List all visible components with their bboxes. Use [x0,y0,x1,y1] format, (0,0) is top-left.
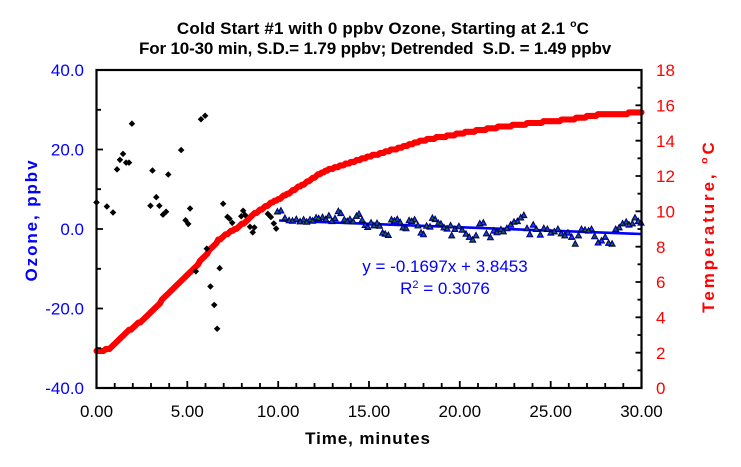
svg-text:8: 8 [656,238,665,257]
svg-text:10.00: 10.00 [257,402,300,421]
svg-text:Cold Start #1 with 0 ppbv Ozon: Cold Start #1 with 0 ppbv Ozone, Startin… [177,18,589,38]
svg-text:25.00: 25.00 [529,402,572,421]
svg-text:R2 = 0.3076: R2 = 0.3076 [400,279,490,298]
svg-text:0: 0 [656,379,665,398]
svg-text:2: 2 [656,344,665,363]
svg-text:Ozone, ppbv: Ozone, ppbv [22,159,41,282]
svg-text:y = -0.1697x + 3.8453: y = -0.1697x + 3.8453 [362,257,527,276]
svg-text:40.0: 40.0 [51,61,84,80]
svg-text:20.00: 20.00 [439,402,482,421]
svg-text:20.0: 20.0 [51,141,84,160]
svg-text:Temperature, oC: Temperature, oC [699,139,719,312]
svg-text:5.00: 5.00 [171,402,204,421]
svg-text:4: 4 [656,308,665,327]
svg-text:Time, minutes: Time, minutes [305,429,431,448]
svg-text:6: 6 [656,273,665,292]
svg-text:For 10-30 min, S.D.= 1.79 ppbv: For 10-30 min, S.D.= 1.79 ppbv; Detrende… [139,39,612,58]
svg-text:14: 14 [656,132,675,151]
svg-text:-20.0: -20.0 [45,300,84,319]
svg-text:30.00: 30.00 [620,402,663,421]
svg-text:15.00: 15.00 [348,402,391,421]
svg-text:12: 12 [656,167,675,186]
svg-text:16: 16 [656,96,675,115]
svg-text:0.00: 0.00 [80,402,113,421]
svg-text:0.0: 0.0 [60,220,84,239]
svg-text:18: 18 [656,61,675,80]
svg-text:10: 10 [656,202,675,221]
svg-text:-40.0: -40.0 [45,379,84,398]
